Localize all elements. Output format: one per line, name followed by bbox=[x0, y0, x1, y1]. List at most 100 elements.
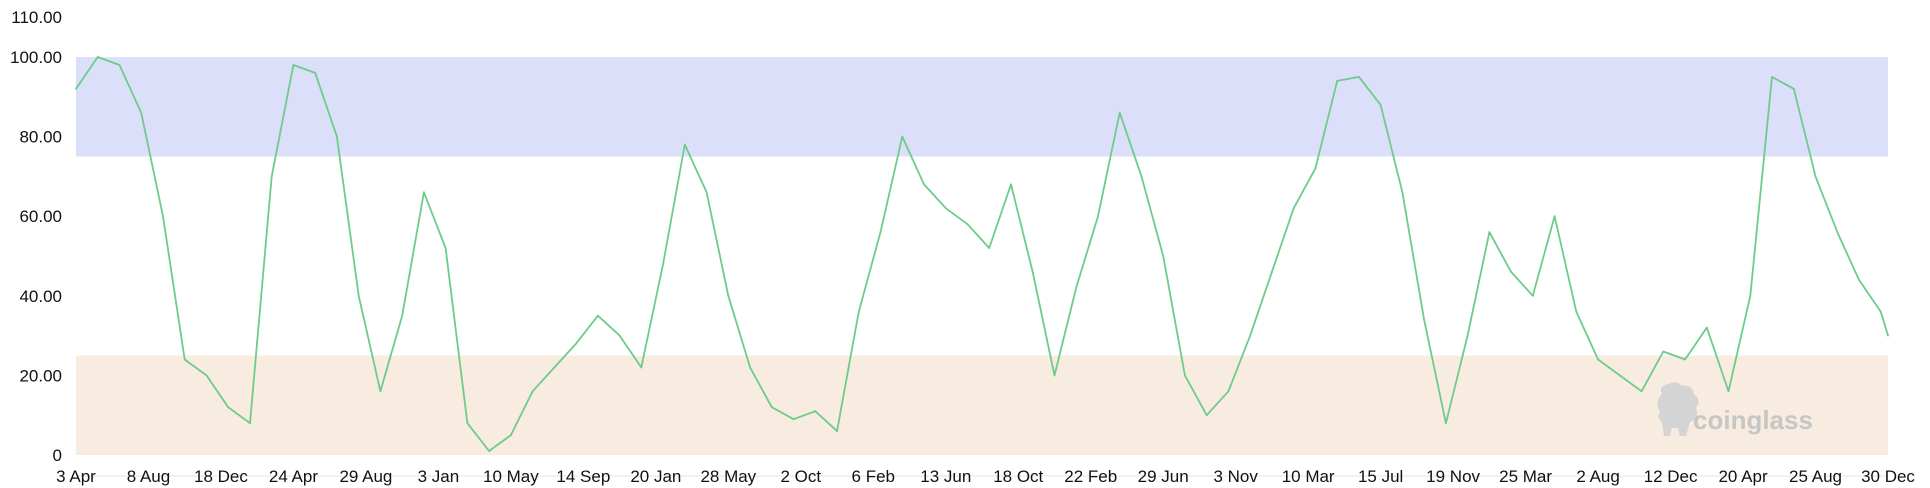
x-tick-label: 29 Aug bbox=[339, 467, 392, 486]
data-point bbox=[1097, 215, 1099, 218]
data-point bbox=[1858, 278, 1860, 281]
x-tick-label: 24 Apr bbox=[269, 467, 318, 486]
data-point bbox=[1727, 390, 1730, 393]
x-tick-label: 3 Apr bbox=[56, 467, 96, 486]
y-tick-label: 100.00 bbox=[10, 48, 62, 67]
y-tick-label: 40.00 bbox=[19, 287, 62, 306]
data-point bbox=[249, 422, 251, 425]
data-point bbox=[1140, 175, 1143, 178]
data-point bbox=[1836, 231, 1839, 234]
data-point bbox=[1336, 79, 1339, 82]
data-point bbox=[1553, 215, 1556, 218]
data-point bbox=[1749, 294, 1752, 297]
data-point bbox=[1510, 271, 1513, 273]
x-tick-label: 20 Jan bbox=[630, 467, 681, 486]
data-point bbox=[814, 410, 817, 413]
data-point bbox=[1010, 183, 1012, 186]
data-point bbox=[1249, 334, 1252, 337]
band-layer bbox=[76, 57, 1888, 455]
data-point bbox=[770, 406, 773, 409]
data-point bbox=[1705, 326, 1708, 329]
data-point bbox=[270, 175, 273, 178]
data-point bbox=[118, 64, 121, 66]
x-tick-label: 25 Mar bbox=[1499, 467, 1552, 486]
data-point bbox=[944, 207, 947, 210]
series-layer bbox=[75, 56, 1889, 452]
data-point bbox=[727, 294, 730, 297]
data-point bbox=[162, 215, 164, 218]
data-point bbox=[1205, 414, 1208, 417]
y-tick-label: 80.00 bbox=[19, 128, 62, 147]
data-point bbox=[1488, 231, 1491, 234]
data-point bbox=[640, 366, 643, 369]
data-point bbox=[75, 87, 77, 90]
data-point bbox=[1531, 294, 1534, 297]
x-tick-label: 18 Oct bbox=[993, 467, 1043, 486]
data-point bbox=[1053, 374, 1056, 377]
data-point bbox=[1423, 318, 1426, 321]
data-point bbox=[531, 390, 534, 393]
x-tick-label: 2 Aug bbox=[1576, 467, 1620, 486]
data-point bbox=[792, 418, 795, 421]
data-point bbox=[988, 247, 991, 249]
data-point bbox=[1292, 207, 1295, 210]
coinglass-logo-icon bbox=[1657, 382, 1699, 436]
data-point bbox=[1684, 358, 1686, 361]
x-tick-label: 14 Sep bbox=[556, 467, 610, 486]
data-point bbox=[1357, 76, 1360, 78]
data-point bbox=[662, 263, 664, 265]
data-point bbox=[1075, 286, 1078, 289]
data-point bbox=[1227, 390, 1230, 393]
data-point bbox=[1771, 76, 1773, 78]
band-1 bbox=[76, 355, 1888, 455]
x-axis: 3 Apr 8 Aug 18 Dec 24 Apr 29 Aug 3 Jan 10 May 1… bbox=[56, 467, 1915, 486]
x-tick-label: 12 Dec bbox=[1644, 467, 1698, 486]
data-point bbox=[879, 231, 882, 234]
data-point bbox=[205, 374, 208, 377]
data-point bbox=[423, 191, 425, 194]
data-point bbox=[96, 56, 99, 58]
data-point bbox=[705, 191, 708, 194]
x-tick-label: 8 Aug bbox=[127, 467, 171, 486]
data-point bbox=[509, 434, 512, 436]
data-point bbox=[379, 390, 382, 393]
x-tick-label: 20 Apr bbox=[1718, 467, 1767, 486]
data-point bbox=[336, 135, 338, 138]
data-point bbox=[1662, 350, 1665, 353]
data-point bbox=[1271, 271, 1273, 273]
data-point bbox=[1184, 374, 1186, 377]
x-tick-label: 3 Nov bbox=[1213, 467, 1258, 486]
data-point bbox=[1401, 191, 1404, 194]
data-point bbox=[966, 223, 969, 226]
data-point bbox=[857, 310, 860, 313]
x-tick-label: 22 Feb bbox=[1064, 467, 1117, 486]
data-point bbox=[923, 183, 925, 186]
data-point bbox=[1640, 390, 1643, 393]
data-point bbox=[1792, 87, 1795, 90]
data-point bbox=[1879, 310, 1882, 313]
x-tick-label: 28 May bbox=[700, 467, 756, 486]
data-point bbox=[836, 430, 838, 433]
data-point bbox=[1597, 358, 1599, 361]
y-tick-label: 60.00 bbox=[19, 207, 62, 226]
watermark-text: coinglass bbox=[1693, 405, 1813, 435]
data-point bbox=[488, 450, 491, 452]
x-tick-label: 10 Mar bbox=[1282, 467, 1335, 486]
data-point bbox=[553, 366, 556, 369]
data-point bbox=[1314, 167, 1317, 170]
data-point bbox=[749, 366, 751, 369]
x-tick-label: 15 Jul bbox=[1358, 467, 1403, 486]
data-point bbox=[683, 143, 686, 146]
data-point bbox=[1887, 334, 1889, 337]
x-tick-label: 19 Nov bbox=[1426, 467, 1480, 486]
y-tick-label: 20.00 bbox=[19, 366, 62, 385]
data-point bbox=[401, 314, 404, 317]
data-point bbox=[1466, 334, 1469, 337]
x-tick-label: 10 May bbox=[483, 467, 539, 486]
x-tick-label: 2 Oct bbox=[780, 467, 821, 486]
data-point bbox=[1031, 271, 1034, 273]
data-point bbox=[227, 406, 230, 409]
data-point bbox=[183, 358, 186, 361]
data-point bbox=[1575, 310, 1578, 313]
x-tick-label: 3 Jan bbox=[418, 467, 460, 486]
